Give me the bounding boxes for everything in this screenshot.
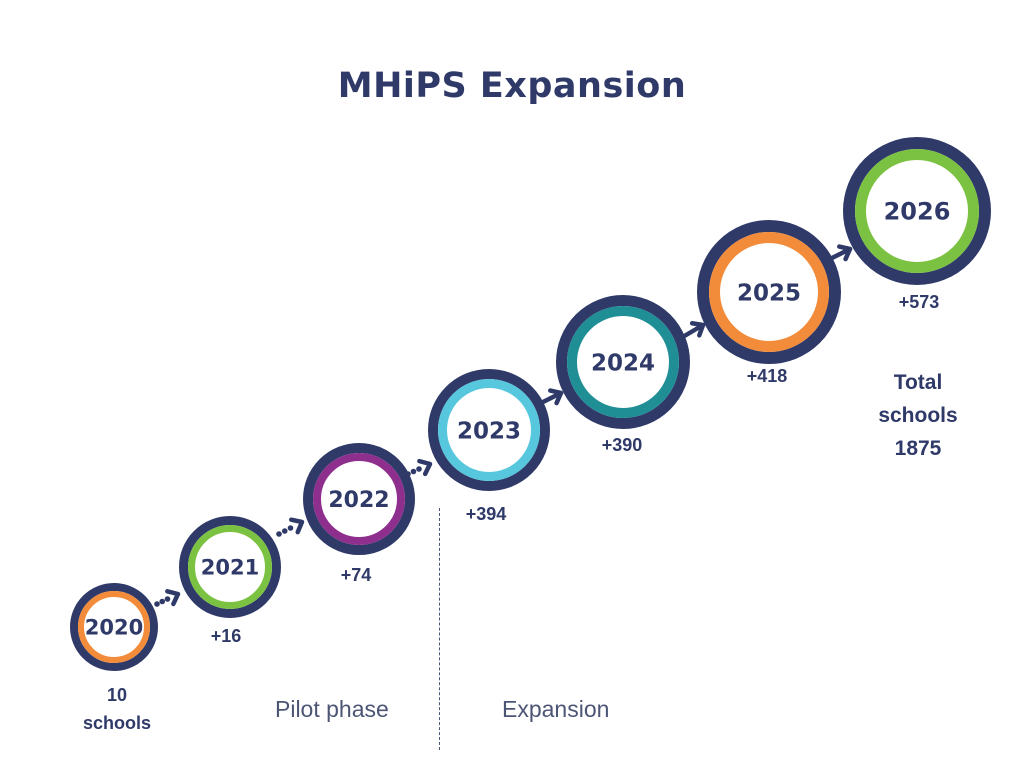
arrow-shaft xyxy=(538,390,564,406)
arrow-2023-2024 xyxy=(538,388,564,406)
milestone-circle-2026: 2026 xyxy=(843,137,991,285)
arrow-2025-2026 xyxy=(823,244,853,264)
arrow-2021-2022 xyxy=(276,517,305,537)
arrow-dot xyxy=(276,531,282,537)
year-label: 2022 xyxy=(328,488,389,513)
milestone-circle-2022: 2022 xyxy=(303,443,415,555)
arrow-head xyxy=(417,458,433,477)
arrow-dot xyxy=(287,525,294,531)
milestone-circle-2020: 2020 xyxy=(70,583,158,671)
milestone-circle-2024: 2024 xyxy=(556,295,690,429)
outer-ring xyxy=(428,369,550,491)
year-label: 2023 xyxy=(457,418,521,444)
count-label-2022: +74 xyxy=(340,565,372,585)
arrow-head xyxy=(165,589,181,607)
color-ring xyxy=(438,379,540,481)
page-title: MHiPS Expansion xyxy=(337,66,687,106)
outer-ring xyxy=(70,583,158,671)
count-label-2021: +16 xyxy=(210,626,242,646)
year-label: 2025 xyxy=(737,280,801,306)
outer-ring xyxy=(303,443,415,555)
arrow-shaft xyxy=(823,246,853,264)
outer-ring xyxy=(179,516,281,618)
total-schools-label: Total schools 1875 xyxy=(878,371,958,460)
color-ring xyxy=(78,591,150,663)
outer-ring xyxy=(843,137,991,285)
arrow-head xyxy=(548,388,564,406)
color-ring xyxy=(313,453,405,545)
year-label: 2024 xyxy=(591,350,655,376)
arrow-dot xyxy=(154,601,160,607)
year-label: 2020 xyxy=(85,616,143,640)
arrow-head xyxy=(837,244,853,262)
arrow-head xyxy=(288,517,305,535)
color-ring xyxy=(567,306,679,418)
arrow-2020-2021 xyxy=(154,589,181,607)
divider-line xyxy=(439,508,440,750)
milestone-circle-2023: 2023 xyxy=(428,369,550,491)
pilot-phase-label: Pilot phase xyxy=(275,696,389,722)
arrow-dot xyxy=(410,468,417,475)
color-ring xyxy=(855,149,979,273)
arrow-dot xyxy=(405,471,411,477)
year-label: 2021 xyxy=(201,556,259,580)
arrow-shaft xyxy=(678,322,706,341)
count-label-2023: +394 xyxy=(465,504,507,524)
arrow-dot xyxy=(281,528,288,534)
color-ring xyxy=(188,525,272,609)
expansion-phase-label: Expansion xyxy=(502,696,610,722)
count-label-2020: 10 schools xyxy=(82,685,152,733)
count-label-2025: +418 xyxy=(746,366,788,386)
outer-ring xyxy=(556,295,690,429)
year-label: 2026 xyxy=(884,198,951,226)
outer-ring xyxy=(697,220,841,364)
arrow-2022-2023 xyxy=(405,458,433,477)
count-label-2024: +390 xyxy=(601,435,643,455)
arrow-dot xyxy=(164,596,171,602)
arrow-dot xyxy=(159,598,166,605)
color-ring xyxy=(709,232,829,352)
milestone-circle-2021: 2021 xyxy=(179,516,281,618)
arrow-head xyxy=(689,321,706,338)
count-label-2026: +573 xyxy=(898,292,940,312)
milestone-circle-2025: 2025 xyxy=(697,220,841,364)
arrow-dot xyxy=(416,466,422,472)
arrow-2024-2025 xyxy=(678,321,706,341)
